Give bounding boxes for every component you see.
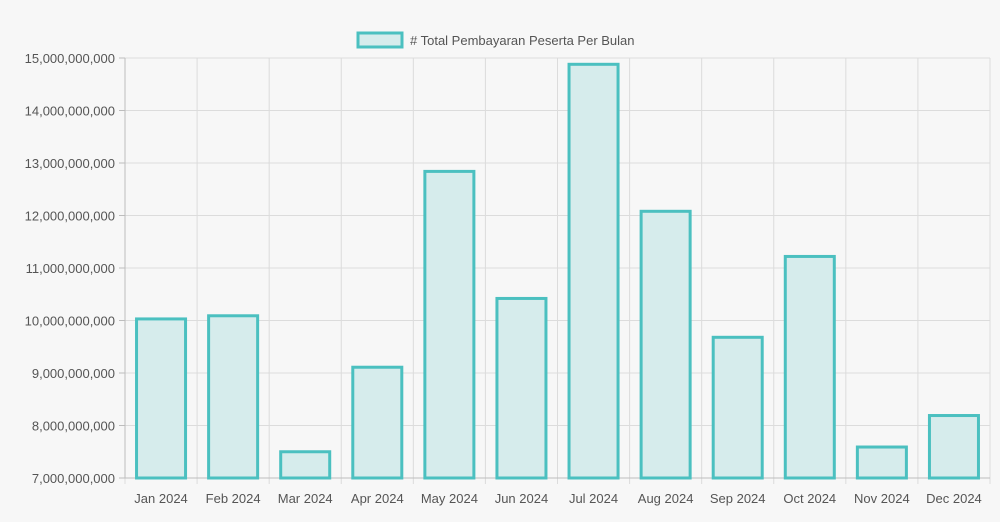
x-tick-label: Apr 2024 (351, 491, 404, 506)
x-tick-label: Jan 2024 (134, 491, 188, 506)
x-tick-label: Mar 2024 (278, 491, 333, 506)
bar[interactable] (207, 314, 260, 480)
bar[interactable] (423, 169, 476, 480)
x-tick-label: Jun 2024 (495, 491, 549, 506)
y-tick-label: 8,000,000,000 (32, 419, 115, 434)
x-tick-label: Feb 2024 (206, 491, 261, 506)
x-tick-label: Aug 2024 (638, 491, 694, 506)
y-tick-label: 15,000,000,000 (25, 51, 115, 66)
y-tick-label: 9,000,000,000 (32, 366, 115, 381)
bar[interactable] (567, 62, 620, 480)
y-tick-label: 14,000,000,000 (25, 104, 115, 119)
bar[interactable] (351, 365, 404, 480)
bar[interactable] (495, 296, 548, 480)
y-tick-label: 11,000,000,000 (26, 261, 115, 276)
legend[interactable]: # Total Pembayaran Peserta Per Bulan (356, 31, 635, 49)
axes (119, 57, 990, 479)
y-tick-labels: 7,000,000,000 8,000,000,000 9,000,000,000 1… (25, 51, 115, 486)
x-tick-label: Oct 2024 (783, 491, 836, 506)
x-tick-label: Nov 2024 (854, 491, 910, 506)
x-tick-labels: Jan 2024 Feb 2024 Mar 2024 Apr 2024 May 2024… (134, 491, 981, 506)
x-tick-label: May 2024 (421, 491, 478, 506)
bar[interactable] (927, 414, 980, 480)
bar[interactable] (783, 254, 836, 480)
y-tick-label: 13,000,000,000 (25, 156, 115, 171)
bar[interactable] (135, 317, 188, 480)
x-tick-label: Sep 2024 (710, 491, 766, 506)
y-tick-label: 7,000,000,000 (32, 471, 115, 486)
bar[interactable] (855, 445, 908, 480)
y-tick-label: 10,000,000,000 (25, 314, 115, 329)
bar[interactable] (711, 335, 764, 480)
bar[interactable] (279, 450, 332, 480)
x-tick-label: Jul 2024 (569, 491, 618, 506)
grid (124, 57, 991, 484)
bars (135, 62, 980, 480)
legend-swatch[interactable] (356, 31, 404, 49)
x-tick-label: Dec 2024 (926, 491, 982, 506)
legend-label[interactable]: # Total Pembayaran Peserta Per Bulan (410, 33, 635, 48)
bar[interactable] (639, 209, 692, 480)
y-tick-label: 12,000,000,000 (25, 209, 115, 224)
